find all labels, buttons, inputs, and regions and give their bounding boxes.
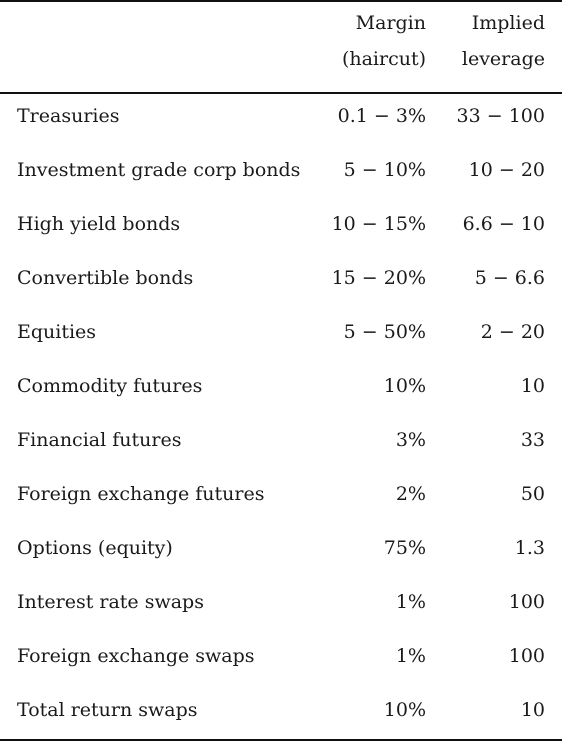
table-row: High yield bonds 10 − 15% 6.6 − 10: [0, 197, 562, 251]
implied-leverage-cell: 33 − 100: [456, 105, 545, 127]
margin-cell: 1%: [395, 591, 426, 613]
implied-leverage-cell: 10 − 20: [468, 159, 545, 181]
column-header-margin-line1: Margin: [355, 12, 426, 34]
table-row: Convertible bonds 15 − 20% 5 − 6.6: [0, 251, 562, 305]
column-header-margin: Margin (haircut): [342, 5, 426, 77]
margin-cell: 5 − 50%: [343, 321, 426, 343]
margin-cell: 0.1 − 3%: [337, 105, 426, 127]
implied-leverage-cell: 5 − 6.6: [474, 267, 545, 289]
table-row: Equities 5 − 50% 2 − 20: [0, 305, 562, 359]
margin-cell: 1%: [395, 645, 426, 667]
margin-cell: 10 − 15%: [331, 213, 426, 235]
asset-class-cell: Interest rate swaps: [17, 591, 204, 613]
table-row: Interest rate swaps 1% 100: [0, 575, 562, 629]
table-row: Foreign exchange swaps 1% 100: [0, 629, 562, 683]
table-row: Treasuries 0.1 − 3% 33 − 100: [0, 89, 562, 143]
margin-cell: 10%: [383, 375, 426, 397]
table-row: Financial futures 3% 33: [0, 413, 562, 467]
table-row: Foreign exchange futures 2% 50: [0, 467, 562, 521]
margin-cell: 5 − 10%: [343, 159, 426, 181]
margin-cell: 15 − 20%: [331, 267, 426, 289]
asset-class-cell: Foreign exchange futures: [17, 483, 265, 505]
asset-class-cell: Foreign exchange swaps: [17, 645, 255, 667]
implied-leverage-cell: 100: [508, 645, 545, 667]
asset-class-cell: Financial futures: [17, 429, 182, 451]
implied-leverage-cell: 10: [520, 375, 545, 397]
column-header-leverage-line2: leverage: [461, 48, 545, 70]
table-row: Commodity futures 10% 10: [0, 359, 562, 413]
implied-leverage-cell: 33: [520, 429, 545, 451]
asset-class-cell: Treasuries: [17, 105, 120, 127]
margin-cell: 2%: [395, 483, 426, 505]
asset-class-cell: Total return swaps: [17, 699, 198, 721]
margin-cell: 3%: [395, 429, 426, 451]
table-row: Investment grade corp bonds 5 − 10% 10 − 2…: [0, 143, 562, 197]
implied-leverage-cell: 50: [520, 483, 545, 505]
asset-class-cell: Investment grade corp bonds: [17, 159, 301, 181]
implied-leverage-cell: 10: [520, 699, 545, 721]
table-top-rule: [0, 0, 562, 2]
margin-cell: 75%: [383, 537, 426, 559]
table-row: Total return swaps 10% 10: [0, 683, 562, 737]
table-row: Options (equity) 75% 1.3: [0, 521, 562, 575]
header-divider-rule: [0, 92, 562, 94]
implied-leverage-cell: 6.6 − 10: [462, 213, 545, 235]
implied-leverage-cell: 2 − 20: [480, 321, 545, 343]
implied-leverage-cell: 1.3: [514, 537, 545, 559]
asset-class-cell: Options (equity): [17, 537, 173, 559]
asset-class-cell: Convertible bonds: [17, 267, 194, 289]
asset-class-cell: Commodity futures: [17, 375, 203, 397]
asset-class-cell: Equities: [17, 321, 97, 343]
asset-class-cell: High yield bonds: [17, 213, 181, 235]
column-header-leverage-line1: Implied: [471, 12, 545, 34]
column-header-leverage: Implied leverage: [462, 5, 545, 77]
column-header-margin-line2: (haircut): [341, 48, 426, 70]
table-bottom-rule: [0, 739, 562, 741]
margin-cell: 10%: [383, 699, 426, 721]
implied-leverage-cell: 100: [508, 591, 545, 613]
